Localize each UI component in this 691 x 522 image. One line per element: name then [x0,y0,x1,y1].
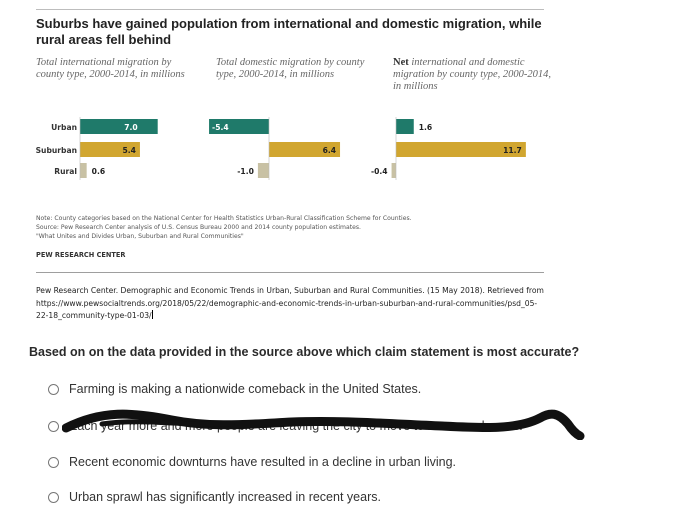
chart-title: Suburbs have gained population from inte… [36,16,542,47]
migration-bar-chart: Urban Suburban Rural 7.0 5.4 0.6 -5.4 6.4 -1.0 1.… [36,117,526,180]
radio-button-icon[interactable] [48,420,59,432]
data-label-panel1-urban: 7.0 [124,123,137,132]
bar-panel3-suburban [396,142,526,157]
pew-credit: PEW RESEARCH CENTER [36,251,126,259]
top-rule [36,9,544,10]
bar-panel3-rural [391,163,396,178]
data-label-panel3-rural: -0.4 [371,167,388,176]
panel-subtitle-net: Net international and domestic migration… [393,57,558,93]
data-label-panel3-urban: 1.6 [419,123,432,132]
data-label-panel2-urban: -5.4 [212,123,229,132]
bar-panel2-urban [209,119,269,134]
answer-option-label: Urban sprawl has significantly increased… [69,490,381,504]
chart-notes: Note: County categories based on the Nat… [36,214,536,241]
answer-option-economic-downturn[interactable]: Recent economic downturns have resulted … [48,454,456,470]
net-subtitle-text: international and domestic migration by … [393,57,552,92]
data-label-panel1-suburban: 5.4 [122,146,135,155]
data-label-panel2-suburban: 6.4 [323,146,336,155]
bar-panel1-rural [80,163,87,178]
scribble-mark [62,409,585,440]
note-line: Note: County categories based on the Nat… [36,215,412,222]
separator-rule [36,272,544,273]
data-label-panel1-rural: 0.6 [92,167,105,176]
category-label-rural: Rural [54,167,77,176]
net-emphasis: Net [393,57,409,68]
bar-panel3-urban [396,119,414,134]
citation-text: Pew Research Center. Demographic and Eco… [36,286,544,321]
source-citation: Pew Research Center. Demographic and Eco… [36,285,546,323]
bar-panel2-rural [257,163,269,178]
bar-panel2-suburban [269,142,341,157]
answer-option-label: Farming is making a nationwide comeback … [69,382,422,396]
answer-option-urban-sprawl[interactable]: Urban sprawl has significantly increased… [48,489,381,505]
text-caret [151,310,153,320]
answer-option-label: Recent economic downturns have resulted … [69,455,457,469]
panel-subtitle-international: Total international migration by county … [36,57,185,80]
answer-option-farming[interactable]: Farming is making a nationwide comeback … [48,381,421,397]
source-line: Source: Pew Research Center analysis of … [36,224,361,231]
question-text: Based on on the data provided in the sou… [29,345,580,359]
category-label-urban: Urban [51,123,77,132]
bar-panel1-urban [80,119,158,134]
category-label-suburban: Suburban [36,146,77,155]
bar-panel1-suburban [80,142,140,157]
radio-button-icon[interactable] [48,491,59,503]
panel-subtitle-domestic: Total domestic migration by county type,… [216,57,365,80]
report-title-line: "What Unites and Divides Urban, Suburban… [36,233,244,240]
radio-button-icon[interactable] [48,456,59,468]
data-label-panel2-rural: -1.0 [237,167,254,176]
radio-button-icon[interactable] [48,383,59,395]
data-label-panel3-suburban: 11.7 [503,146,522,155]
